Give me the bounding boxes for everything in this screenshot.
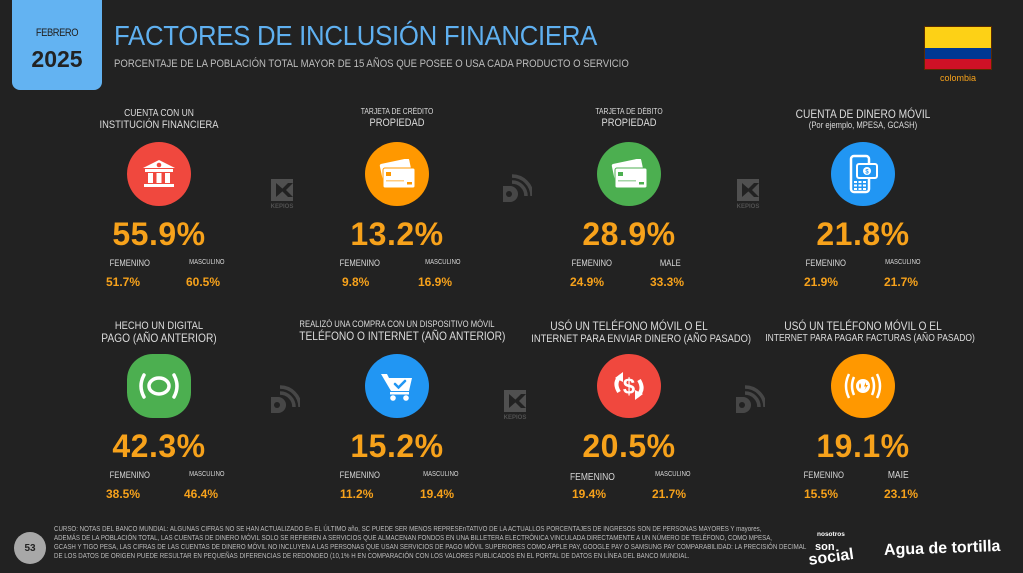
card-value: 15.2% [350, 428, 444, 464]
card-label-line2: TELÉFONO O INTERNET (AÑO ANTERIOR) [299, 328, 506, 343]
card-value: 20.5% [582, 428, 676, 464]
date-badge: FEBRERO 2025 [12, 0, 102, 90]
footer-note-line: DE LOS DATOS DE ORIGEN PUEDE RESULTAR EN… [54, 551, 690, 560]
male-label: MALE [659, 258, 681, 268]
male-value: 60.5% [186, 275, 221, 289]
footer-note-line: ADEMÁS DE LA POBLACIÓN TOTAL, LAS CUENTA… [54, 533, 773, 542]
female-label: FEMENINO [571, 258, 612, 268]
female-label: FEMENINO [339, 258, 380, 268]
card-label-line1: USÓ UN TELÉFONO MÓVIL O EL [784, 319, 942, 333]
kepios-watermark-icon: KEPIOS [268, 177, 296, 211]
card-label-line1: CUENTA DE DINERO MÓVIL [795, 107, 931, 121]
male-value: 23.1% [884, 487, 919, 501]
male-label: MASCULINO [189, 259, 225, 266]
male-value: 46.4% [184, 487, 219, 501]
kepios-watermark-icon: KEPIOS [501, 388, 529, 422]
male-value: 21.7% [652, 487, 687, 501]
card-value: 28.9% [582, 216, 676, 252]
card-value: 19.1% [816, 428, 910, 464]
footer-notes: CURSO: NOTAS DEL BANCO MUNDIAL: ALGUNAS … [54, 524, 807, 560]
datareportal-watermark-icon [268, 385, 302, 419]
male-value: 21.7% [884, 275, 919, 289]
male-label: MAIE [887, 470, 909, 481]
stat-card-mobile-money: CUENTA DE DINERO MÓVIL (Por ejemplo, MPES… [748, 107, 978, 308]
stat-card-send-money: USÓ UN TELÉFONO MÓVIL O EL INTERNET PARA … [514, 319, 752, 520]
female-label: FEMENINO [109, 258, 150, 268]
kepios-watermark-icon: KEPIOS [734, 177, 762, 211]
male-value: 19.4% [420, 487, 455, 501]
page-subtitle: PORCENTAJE DE LA POBLACIÓN TOTAL MAYOR D… [114, 58, 629, 70]
shopping-cart-icon [365, 354, 429, 418]
svg-text:KEPIOS: KEPIOS [737, 204, 760, 210]
card-value: 55.9% [112, 216, 206, 252]
male-label: MASCULINO [189, 471, 225, 478]
card-label-line2: PAGO (AÑO ANTERIOR) [101, 331, 217, 346]
card-label-line2: INSTITUCIÓN FINANCIERA [99, 119, 219, 131]
svg-text:$: $ [865, 170, 869, 176]
male-label: MASCULINO [423, 471, 459, 478]
card-label-line1: REALIZÓ UNA COMPRA CON UN DISPOSITIVO MÓ… [299, 319, 495, 329]
card-label-line2: INTERNET PARA ENVIAR DINERO (AÑO PASADO) [531, 333, 752, 346]
female-label: FEMENINO [339, 470, 380, 480]
page-title: FACTORES DE INCLUSIÓN FINANCIERA [114, 20, 598, 51]
debit-card-icon [597, 142, 661, 206]
card-value: 21.8% [816, 216, 910, 252]
card-label-line1: CUENTA CON UN [124, 108, 194, 119]
card-label-line2: PROPIEDAD [601, 116, 657, 129]
footer-note-line: GCASH Y TIGO PESA, LAS CIFRAS DE LAS CUE… [54, 542, 807, 551]
stat-card-bank-account: CUENTA CON UN INSTITUCIÓN FINANCIERA 55.9… [44, 108, 274, 308]
colombia-flag-icon [924, 26, 992, 70]
female-value: 11.2% [340, 487, 374, 501]
svg-text:$: $ [623, 374, 635, 399]
datareportal-watermark-icon [733, 385, 767, 419]
male-value: 33.3% [650, 275, 685, 289]
stat-card-mobile-purchase: REALIZÓ UNA COMPRA CON UN DISPOSITIVO MÓ… [282, 319, 512, 520]
mobile-money-icon: $ [831, 142, 895, 206]
card-value: 42.3% [112, 428, 206, 464]
card-value: 13.2% [350, 216, 444, 252]
female-value: 21.9% [804, 275, 839, 289]
female-value: 51.7% [106, 275, 141, 289]
card-label-line2: INTERNET PARA PAGAR FACTURAS (AÑO PASADO… [765, 333, 975, 345]
card-label-line1: HECHO UN DIGITAL [114, 320, 204, 332]
svg-text:KEPIOS: KEPIOS [271, 204, 294, 210]
female-value: 38.5% [106, 487, 141, 501]
stat-card-digital-payment: HECHO UN DIGITAL PAGO (AÑO ANTERIOR) 42.3… [44, 320, 274, 520]
male-label: MASCULINO [885, 259, 921, 266]
money-transfer-icon: $ [597, 354, 661, 418]
brand-agua-logo: Agua de tortilla [883, 537, 1001, 560]
female-label: FEMENINO [569, 472, 615, 483]
card-label-line1: TARJETA DE CRÉDITO [360, 107, 434, 116]
datareportal-watermark-icon [500, 174, 534, 208]
utility-bills-icon [831, 354, 895, 418]
date-month: FEBRERO [35, 27, 79, 39]
female-label: FEMENINO [803, 470, 844, 480]
card-label-line1: TARJETA DE DÉBITO [595, 107, 663, 116]
digital-payment-icon [127, 354, 191, 418]
male-value: 16.9% [418, 275, 453, 289]
svg-text:KEPIOS: KEPIOS [504, 415, 527, 421]
card-label-line2: (Por ejemplo, MPESA, GCASH) [808, 120, 918, 131]
male-label: MASCULINO [655, 471, 691, 478]
bank-icon [127, 142, 191, 206]
female-label: FEMENINO [109, 470, 150, 480]
date-year: 2025 [31, 46, 83, 72]
country-label: colombia [939, 73, 977, 83]
card-label-line1: USÓ UN TELÉFONO MÓVIL O EL [550, 319, 708, 333]
stat-card-credit-card: TARJETA DE CRÉDITO PROPIEDAD 13.2% FEMENI… [282, 107, 512, 308]
female-label: FEMENINO [805, 258, 846, 268]
stat-card-debit-card: TARJETA DE DÉBITO PROPIEDAD 28.9% FEMENIN… [514, 107, 744, 308]
credit-card-icon [365, 142, 429, 206]
female-value: 24.9% [570, 275, 605, 289]
footer-note-line: CURSO: NOTAS DEL BANCO MUNDIAL: ALGUNAS … [54, 524, 762, 533]
brand-son: son [815, 541, 835, 553]
page-number: 53 [14, 532, 46, 564]
female-value: 9.8% [342, 275, 370, 289]
stat-card-pay-bills: USÓ UN TELÉFONO MÓVIL O EL INTERNET PARA … [748, 319, 978, 520]
female-value: 19.4% [572, 487, 607, 501]
female-value: 15.5% [804, 487, 839, 501]
card-label-line2: PROPIEDAD [369, 116, 425, 129]
male-label: MASCULINO [425, 259, 461, 266]
brand-we-are: nosotros [817, 531, 845, 538]
